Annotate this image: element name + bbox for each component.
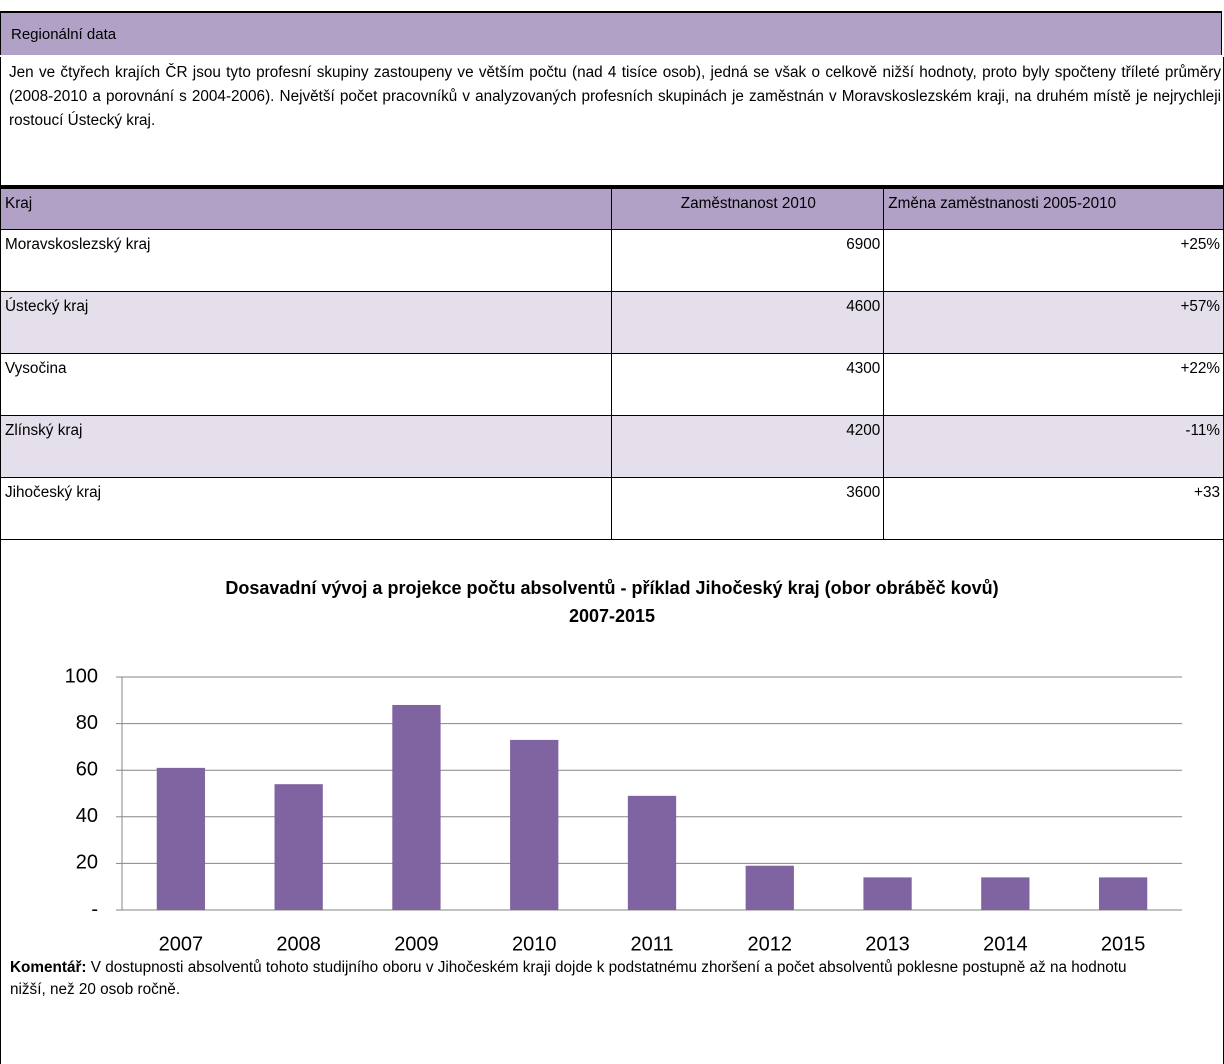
table-cell: +22% xyxy=(883,353,1224,416)
header-cell: Změna zaměstnanosti 2005-2010 xyxy=(883,186,1224,230)
table-cell: +25% xyxy=(883,229,1224,292)
comment: Komentář: V dostupnosti absolventů tohot… xyxy=(10,957,1160,1001)
bar xyxy=(745,865,794,910)
bar xyxy=(392,704,441,910)
bar xyxy=(981,877,1030,910)
bar xyxy=(863,877,912,910)
x-tick-label: 2010 xyxy=(512,933,557,955)
bar xyxy=(274,784,323,910)
y-tick-label: 100 xyxy=(65,665,98,687)
table-cell: Moravskoslezský kraj xyxy=(0,229,613,292)
header-cell: Kraj xyxy=(0,186,613,230)
table-cell: -11% xyxy=(883,415,1224,478)
table-cell: 3600 xyxy=(611,477,885,540)
header-cell: Zaměstnanost 2010 xyxy=(611,186,885,230)
table-cell: +57% xyxy=(883,291,1224,354)
table-cell: +33 xyxy=(883,477,1224,540)
x-tick-label: 2011 xyxy=(630,933,673,955)
table-cell: 6900 xyxy=(611,229,885,292)
chart: Dosavadní vývoj a projekce počtu absolve… xyxy=(0,538,1224,1064)
table-cell: Vysočina xyxy=(0,353,613,416)
data-table: Kraj Zaměstnanost 2010 Změna zaměstnanos… xyxy=(0,186,1224,540)
x-tick-label: 2008 xyxy=(276,933,321,955)
x-tick-label: 2009 xyxy=(394,933,439,955)
y-tick-label: 40 xyxy=(76,805,98,827)
y-tick-label: 60 xyxy=(76,758,98,780)
comment-label: Komentář: xyxy=(10,959,87,976)
y-tick-label: 20 xyxy=(76,852,98,874)
bar xyxy=(156,767,206,910)
table-cell: 4300 xyxy=(611,353,885,416)
bar xyxy=(627,795,677,910)
chart-title: Dosavadní vývoj a projekce počtu absolve… xyxy=(225,578,998,598)
table-cell: Zlínský kraj xyxy=(0,415,613,478)
x-tick-label: 2012 xyxy=(748,933,793,955)
bar xyxy=(510,739,559,910)
section-header: Regionální data xyxy=(0,11,1222,55)
table-cell: 4200 xyxy=(611,415,885,478)
table-header: Kraj Zaměstnanost 2010 Změna zaměstnanos… xyxy=(0,186,1224,230)
table-row: Vysočina 4300 +22% xyxy=(0,353,1224,416)
paragraph: Jen ve čtyřech krajích ČR jsou tyto prof… xyxy=(0,57,1224,186)
bar xyxy=(1098,877,1148,910)
y-tick-label: - xyxy=(91,898,98,920)
y-tick-label: 80 xyxy=(76,712,98,734)
x-tick-label: 2014 xyxy=(983,933,1028,955)
x-tick-label: 2015 xyxy=(1101,933,1146,955)
table-cell: 4600 xyxy=(611,291,885,354)
table-row: Ústecký kraj 4600 +57% xyxy=(0,291,1224,354)
table-row: Moravskoslezský kraj 6900 +25% xyxy=(0,229,1224,292)
comment-text: V dostupnosti absolventů tohoto studijní… xyxy=(10,959,1127,998)
x-tick-label: 2007 xyxy=(159,933,204,955)
table-row: Zlínský kraj 4200 -11% xyxy=(0,415,1224,478)
table-cell: Ústecký kraj xyxy=(0,291,613,354)
chart-title: 2007-2015 xyxy=(569,606,655,626)
table-row: Jihočeský kraj 3600 +33 xyxy=(0,477,1224,540)
table-cell: Jihočeský kraj xyxy=(0,477,613,540)
x-tick-label: 2013 xyxy=(865,933,910,955)
